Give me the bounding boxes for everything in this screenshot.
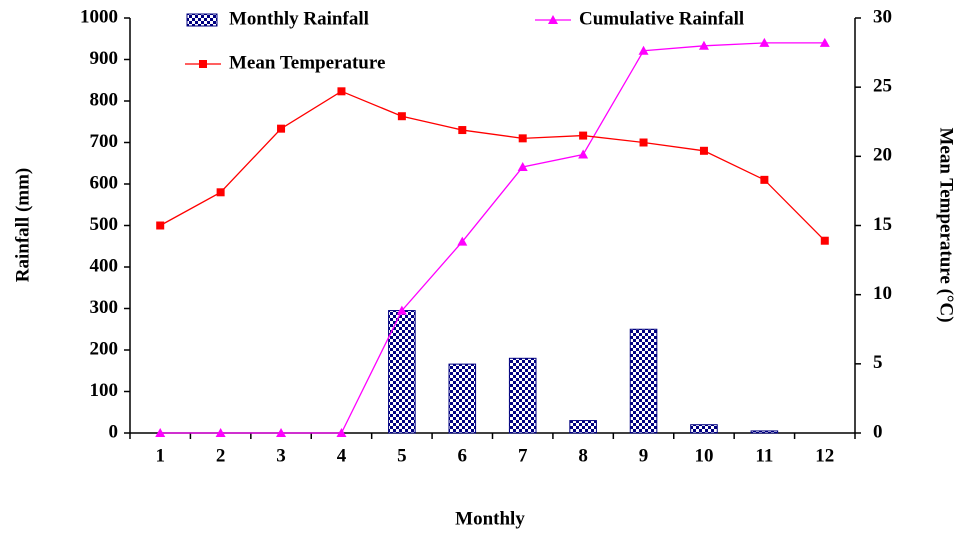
legend: Monthly Rainfall Cumulative Rainfall Mean … bbox=[185, 8, 744, 73]
y-tick-label: 600 bbox=[90, 172, 119, 193]
x-tick-label: 9 bbox=[639, 445, 649, 466]
series bbox=[155, 38, 830, 437]
y-tick-label: 700 bbox=[90, 131, 119, 152]
y2-tick-label: 20 bbox=[873, 145, 892, 166]
point bbox=[700, 147, 708, 155]
x-tick-label: 1 bbox=[155, 445, 165, 466]
x-tick-label: 8 bbox=[578, 445, 588, 466]
point bbox=[821, 237, 829, 245]
y2-tick-label: 25 bbox=[873, 76, 892, 97]
x-tick-label: 6 bbox=[458, 445, 468, 466]
legend-label: Cumulative Rainfall bbox=[579, 8, 744, 29]
y-tick-label: 900 bbox=[90, 48, 119, 69]
y-axis-title: Rainfall (mm) bbox=[12, 168, 33, 283]
y-tick-label: 1000 bbox=[80, 6, 118, 27]
y-tick-label: 500 bbox=[90, 214, 119, 235]
y-tick-label: 200 bbox=[90, 338, 119, 359]
point bbox=[277, 125, 285, 133]
point bbox=[398, 112, 406, 120]
bar bbox=[509, 358, 536, 433]
y-tick-label: 300 bbox=[90, 297, 119, 318]
x-tick-label: 3 bbox=[276, 445, 286, 466]
y2-tick-label: 15 bbox=[873, 214, 892, 235]
legend-label: Monthly Rainfall bbox=[229, 8, 369, 29]
legend-label: Mean Temperature bbox=[229, 52, 385, 73]
legend-marker bbox=[199, 60, 207, 68]
y2-tick-label: 30 bbox=[873, 6, 892, 27]
point bbox=[579, 132, 587, 140]
x-tick-label: 11 bbox=[755, 445, 773, 466]
line bbox=[160, 91, 825, 240]
bar bbox=[449, 364, 476, 433]
line bbox=[160, 43, 825, 433]
point bbox=[337, 87, 345, 95]
x-tick-label: 5 bbox=[397, 445, 407, 466]
y2-tick-label: 10 bbox=[873, 283, 892, 304]
x-tick-label: 12 bbox=[815, 445, 834, 466]
point bbox=[217, 188, 225, 196]
point bbox=[760, 176, 768, 184]
point bbox=[640, 139, 648, 147]
legend-swatch bbox=[187, 14, 217, 26]
y2-tick-label: 0 bbox=[873, 421, 883, 442]
bar bbox=[691, 425, 718, 433]
x-tick-label: 4 bbox=[337, 445, 347, 466]
bar bbox=[751, 431, 778, 433]
x-tick-label: 7 bbox=[518, 445, 528, 466]
point bbox=[458, 126, 466, 134]
y2-tick-label: 5 bbox=[873, 352, 883, 373]
y-tick-label: 400 bbox=[90, 255, 119, 276]
bar bbox=[570, 421, 597, 433]
point bbox=[578, 150, 588, 159]
y-tick-label: 0 bbox=[109, 421, 119, 442]
y-tick-label: 800 bbox=[90, 89, 119, 110]
x-tick-label: 2 bbox=[216, 445, 226, 466]
point bbox=[156, 222, 164, 230]
point bbox=[519, 134, 527, 142]
chart: Monthly Rainfall (mm) Mean Temperature (… bbox=[0, 0, 961, 536]
y2-axis-title: Mean Temperature (°C) bbox=[936, 127, 957, 322]
y-tick-label: 100 bbox=[90, 380, 119, 401]
bar bbox=[630, 329, 657, 433]
series bbox=[156, 87, 829, 244]
x-axis-title: Monthly bbox=[455, 508, 525, 529]
x-tick-label: 10 bbox=[694, 445, 713, 466]
